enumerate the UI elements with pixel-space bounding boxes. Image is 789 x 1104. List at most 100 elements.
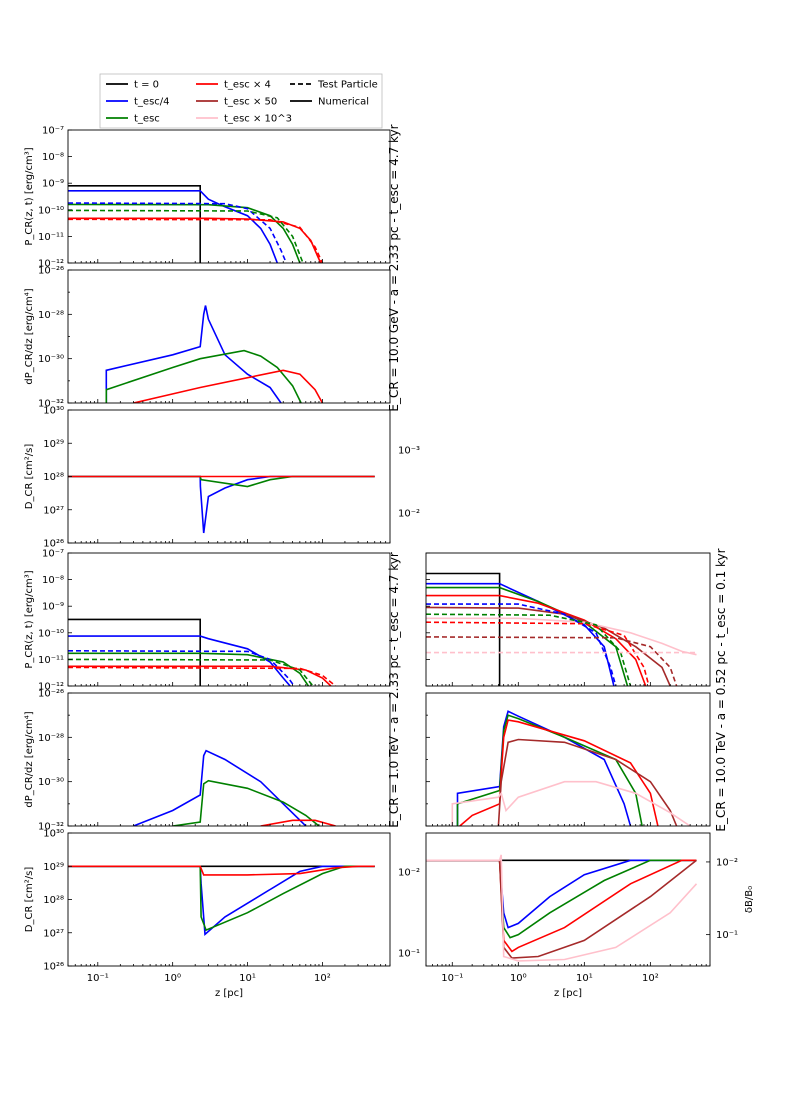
side-label-case2: E_CR = 1.0 TeV - a = 2.33 pc - t_esc = 4… — [387, 552, 401, 828]
series-c3-dpdz-0 — [456, 710, 632, 826]
series-c2-dcr-3 — [68, 865, 375, 876]
frame-c1-dpdz — [67, 269, 391, 404]
ytick-label-c1-pcr-3: 10⁻⁹ — [42, 179, 64, 190]
legend-label-7: Numerical — [318, 97, 369, 108]
series-group-c3-dpdz — [451, 710, 691, 826]
ytick-label-c1-pcr-2: 10⁻¹⁰ — [38, 205, 64, 216]
dbb-left-label-0: 10⁻² — [398, 868, 420, 879]
series-c2-dpdz-0 — [133, 749, 307, 826]
series-c1-pcr-0 — [68, 185, 201, 263]
x-axis-label-c2-dcr: z [pc] — [215, 988, 243, 999]
series-c1-pcr-4 — [68, 202, 288, 263]
dbb-right-label-0: 10⁻² — [716, 857, 738, 868]
side-label-case1: E_CR = 10.0 GeV - a = 2.33 pc - t_esc = … — [387, 124, 401, 411]
series-c3-dpdz-1 — [456, 714, 643, 826]
series-group-c3-pcr — [426, 572, 697, 686]
legend-label-6: Test Particle — [317, 80, 378, 91]
series-c2-pcr-6 — [68, 666, 337, 686]
ytick-label-c2-dpdz-2: 10⁻²⁸ — [38, 733, 64, 744]
ytick-label-c1-dcr-1: 10²⁷ — [43, 505, 64, 516]
frame-c2-dpdz — [67, 692, 391, 827]
y-axis-label-c3-dbb: δB/B₀ — [744, 886, 755, 913]
ytick-label-c1-pcr-4: 10⁻⁸ — [42, 152, 64, 163]
ytick-label-c2-pcr-1: 10⁻¹¹ — [38, 655, 64, 666]
series-c2-dpdz-2 — [260, 819, 336, 826]
series-c1-pcr-6 — [68, 218, 324, 263]
ytick-label-c2-pcr-3: 10⁻⁹ — [42, 602, 64, 613]
ytick-label-c2-dcr-2: 10²⁸ — [43, 895, 64, 906]
panel-c3-dbb: 10⁻¹ 10⁰ 10¹ 10² z [pc] 10⁻² 10⁻¹ δB/B₀ — [425, 832, 755, 999]
series-c3-dpdz-2 — [459, 719, 659, 826]
series-c3-dbb-4 — [426, 859, 697, 959]
series-c2-pcr-1 — [68, 635, 291, 686]
xtick-label-c2-dcr-3: 10² — [314, 973, 331, 984]
side-label-case3: E_CR = 10.0 TeV - a = 0.52 pc - t_esc = … — [714, 548, 728, 831]
series-c3-pcr-7 — [426, 613, 632, 686]
series-c2-pcr-0 — [68, 618, 201, 686]
frame-c2-dcr — [67, 832, 391, 967]
x-axis-label-c3-dbb: z [pc] — [554, 988, 582, 999]
series-c2-dcr-2 — [68, 865, 375, 932]
series-c3-dpdz-3 — [497, 738, 678, 826]
ytick-label-c1-dpdz-1: 10⁻³⁰ — [38, 354, 64, 365]
ytick-label-c1-dpdz-3: 10⁻²⁶ — [38, 266, 64, 277]
legend-label-5: t_esc × 10^3 — [224, 114, 292, 125]
series-c1-dcr-0 — [68, 475, 375, 534]
series-c1-pcr-1 — [68, 190, 279, 263]
series-c2-pcr-2 — [68, 652, 310, 686]
series-c2-dpdz-1 — [172, 779, 320, 826]
y-axis-label-c2-pcr: P_CR(z, t) [erg/cm³] — [24, 570, 35, 668]
series-c1-dpdz-2 — [133, 369, 324, 403]
series-c1-pcr-5 — [68, 209, 304, 263]
ytick-label-c1-dpdz-0: 10⁻³² — [38, 399, 64, 410]
series-c3-pcr-6 — [426, 603, 617, 686]
panel-c3-pcr — [425, 552, 711, 687]
series-group-c3-dbb — [426, 854, 698, 962]
legend: t = 0 t_esc/4 t_esc t_esc × 4 t_esc × 50 t_es… — [99, 73, 383, 129]
series-c2-pcr-3 — [68, 665, 332, 686]
series-c3-pcr-5 — [426, 617, 697, 656]
series-group-c1-dpdz — [105, 305, 324, 403]
y-axis-label-c1-pcr: P_CR(z, t) [erg/cm³] — [24, 147, 35, 245]
series-c1-dcr-1 — [68, 475, 375, 488]
ytick-label-c2-dcr-4: 10³⁰ — [43, 829, 64, 840]
y-axis-label-c1-dpdz: dP_CR/dz [erg/cm⁴] — [24, 288, 35, 384]
y-axis-label-c1-dcr: D_CR [cm²/s] — [24, 444, 35, 510]
xtick-label-c2-dcr-1: 10⁰ — [164, 973, 181, 984]
xtick-label-c2-dcr-2: 10¹ — [239, 973, 256, 984]
ytick-label-c1-dpdz-2: 10⁻²⁸ — [38, 310, 64, 321]
xtick-label-c2-dcr-0: 10⁻¹ — [87, 973, 109, 984]
ytick-label-c2-pcr-5: 10⁻⁷ — [42, 549, 64, 560]
series-c3-pcr-8 — [426, 621, 650, 686]
series-c3-pcr-3 — [426, 594, 647, 686]
ytick-label-c2-pcr-0: 10⁻¹² — [38, 682, 64, 693]
legend-label-3: t_esc × 4 — [224, 80, 271, 91]
y-axis-label-c2-dcr: D_CR [cm²/s] — [24, 867, 35, 933]
series-c3-pcr-9 — [426, 636, 678, 686]
series-c1-pcr-2 — [68, 203, 301, 263]
series-c3-pcr-0 — [426, 572, 501, 686]
dbb-right-label-1: 10⁻¹ — [716, 930, 738, 941]
frame-c2-pcr — [67, 552, 391, 687]
ytick-label-c2-dpdz-0: 10⁻³² — [38, 822, 64, 833]
series-group-c2-pcr — [68, 618, 337, 686]
series-group-c2-dpdz — [133, 749, 336, 826]
frame-c3-pcr — [425, 552, 711, 687]
legend-label-1: t_esc/4 — [134, 97, 170, 108]
ytick-label-c1-dcr-0: 10²⁶ — [43, 539, 64, 550]
dbb-top-label-0: 10⁻³ — [398, 446, 420, 457]
dbb-left-label-1: 10⁻¹ — [398, 949, 420, 960]
ytick-label-c1-pcr-5: 10⁻⁷ — [42, 126, 64, 137]
xtick-label-c3-dbb-3: 10² — [642, 973, 659, 984]
series-c3-dbb-1 — [426, 859, 697, 929]
xtick-label-c3-dbb-0: 10⁻¹ — [441, 973, 463, 984]
ytick-label-c1-pcr-0: 10⁻¹² — [38, 259, 64, 270]
panel-c3-dpdz — [425, 692, 711, 827]
ytick-label-c2-pcr-4: 10⁻⁸ — [42, 575, 64, 586]
ytick-label-c1-dcr-3: 10²⁹ — [43, 439, 64, 450]
ytick-label-c2-dpdz-3: 10⁻²⁶ — [38, 689, 64, 700]
series-group-c1-pcr — [68, 185, 324, 263]
